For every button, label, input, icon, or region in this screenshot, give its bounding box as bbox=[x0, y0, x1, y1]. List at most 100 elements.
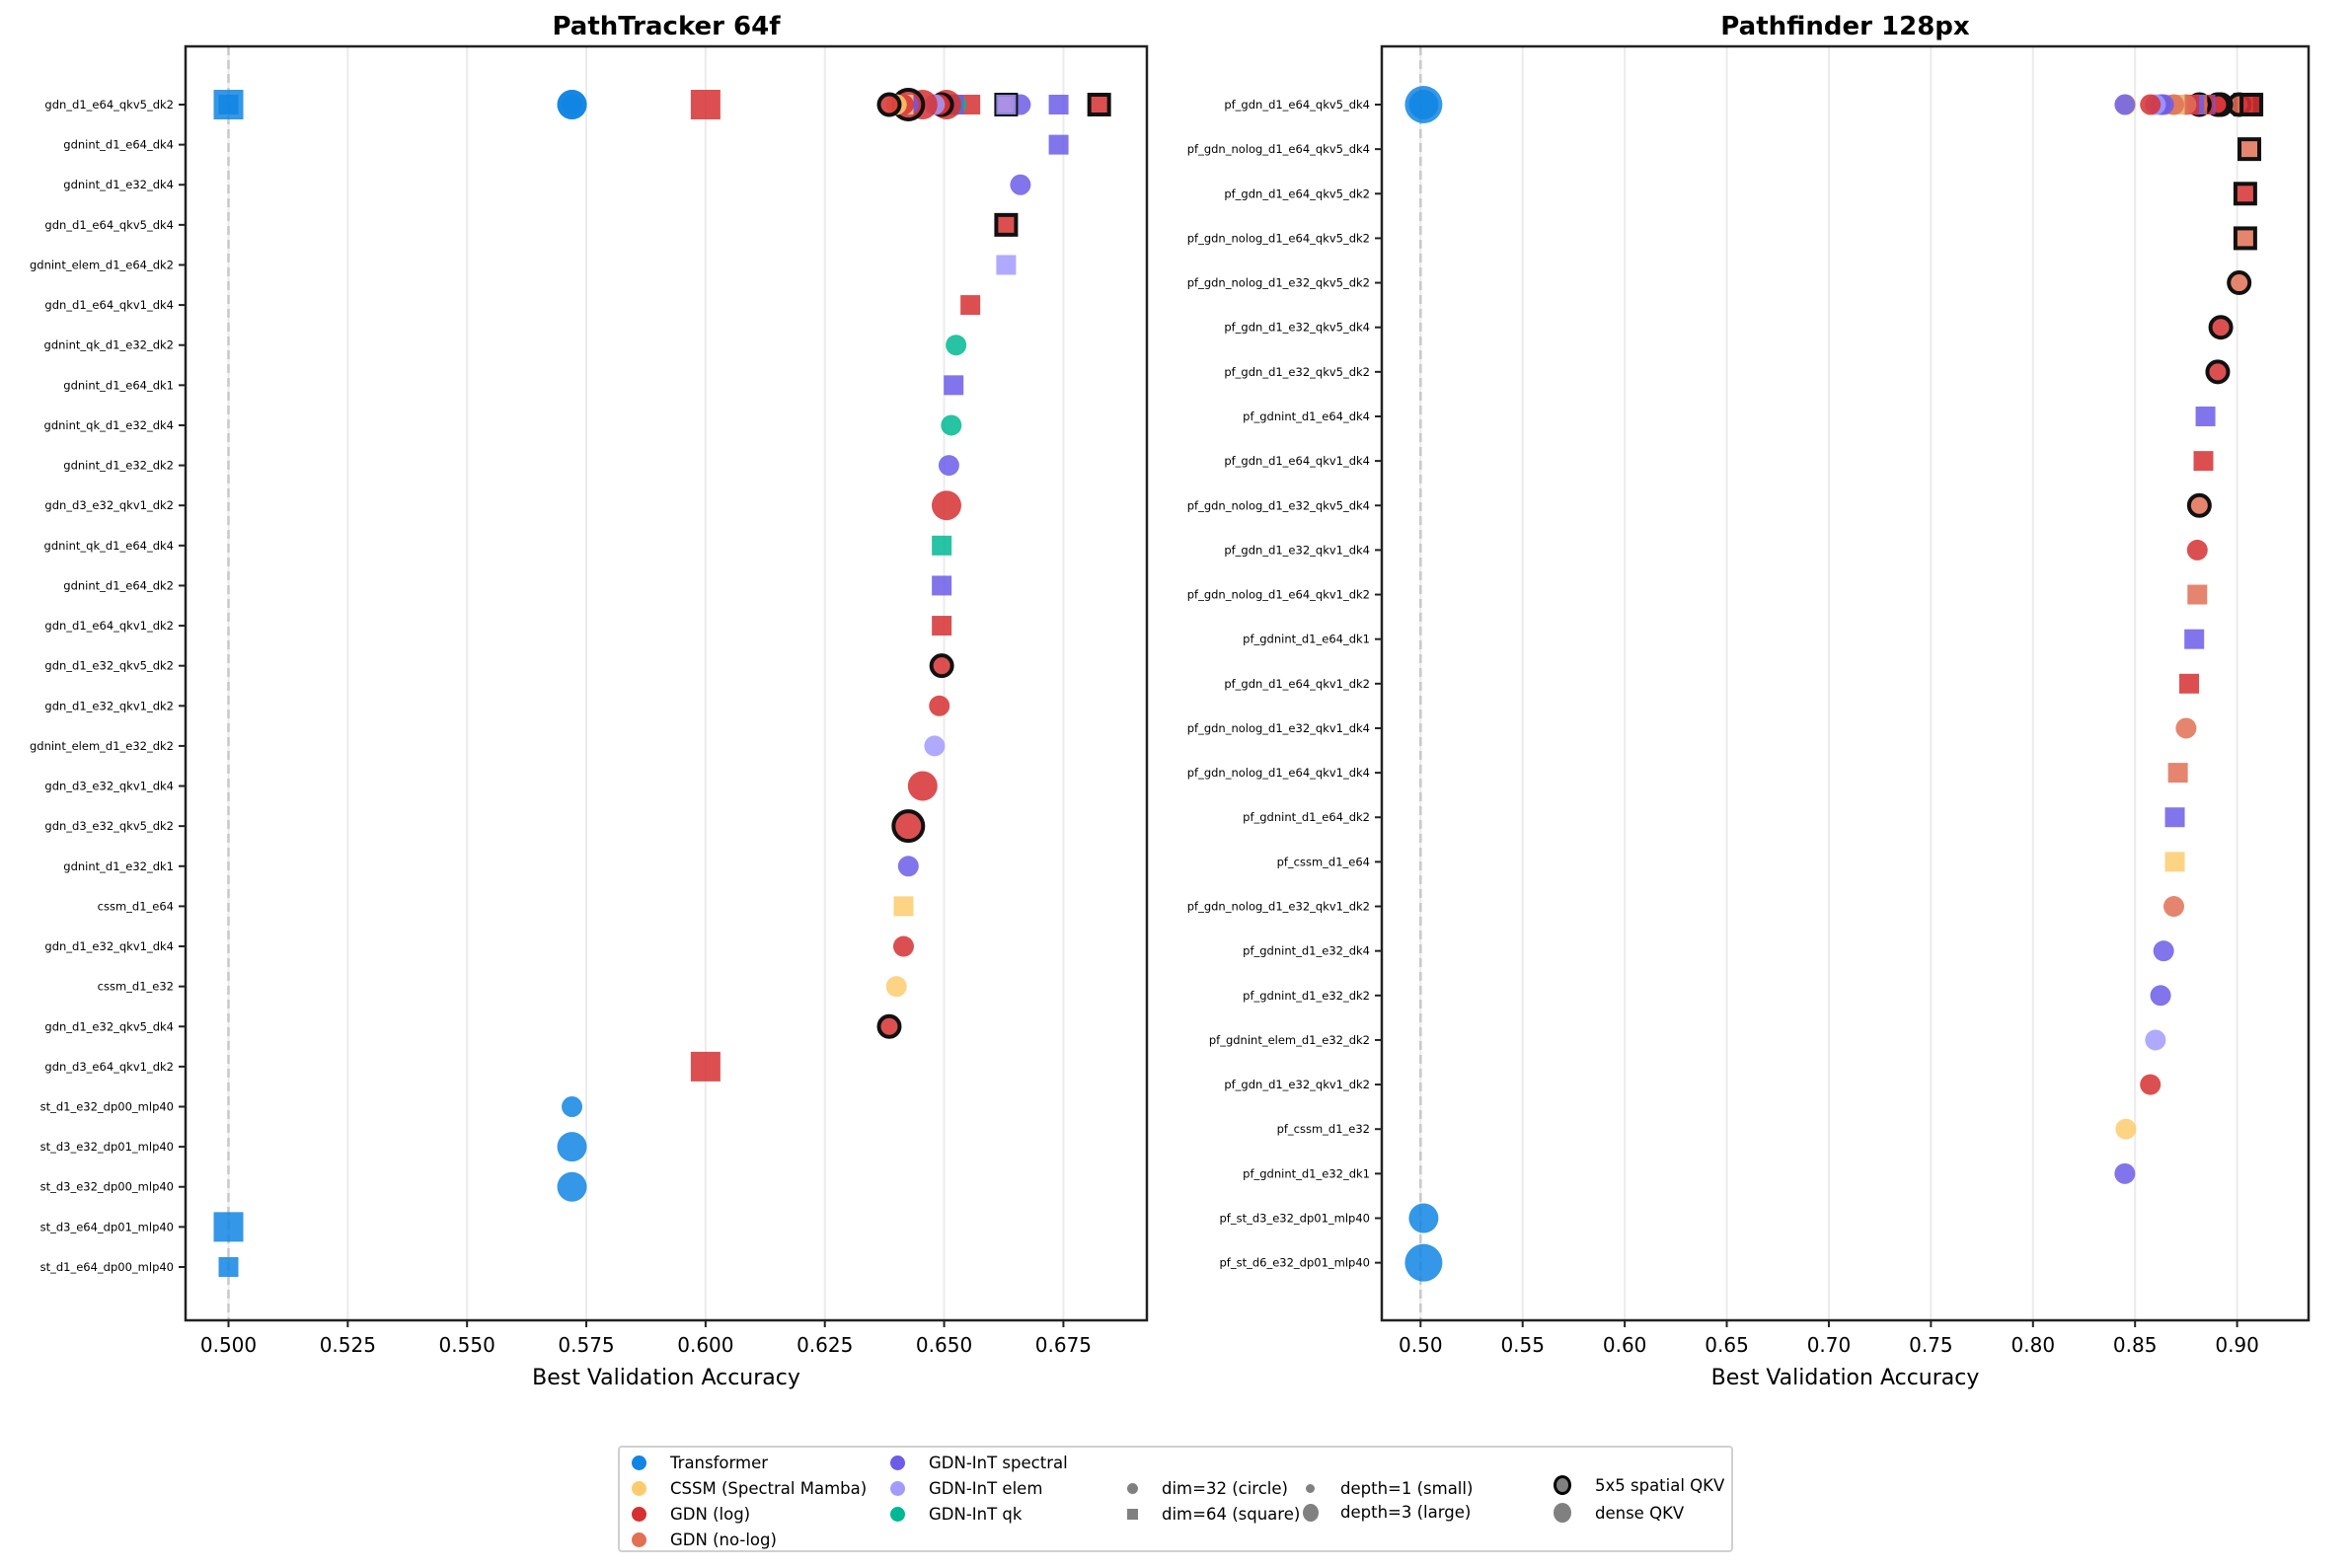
data-point bbox=[1010, 174, 1031, 195]
legend-label: GDN (no-log) bbox=[670, 1531, 777, 1549]
legend-item-cssm: CSSM (Spectral Mamba) bbox=[632, 1479, 867, 1498]
legend-marker-square bbox=[1127, 1509, 1138, 1520]
x-tick-label: 0.60 bbox=[1603, 1333, 1647, 1357]
y-tick-label: gdnint_d1_e32_dk4 bbox=[63, 178, 174, 191]
y-tick-label: gdn_d1_e64_qkv1_dk2 bbox=[44, 619, 174, 633]
y-tick-label: gdn_d1_e32_qkv1_dk2 bbox=[44, 699, 174, 712]
data-point bbox=[2208, 315, 2234, 340]
legend-label: Transformer bbox=[670, 1454, 769, 1472]
overlay-point bbox=[557, 90, 587, 119]
y-tick-label: pf_gdnint_d1_e64_dk2 bbox=[1243, 810, 1370, 824]
x-tick-label: 0.55 bbox=[1500, 1333, 1545, 1357]
y-tick-label: pf_gdnint_d1_e64_dk4 bbox=[1243, 410, 1370, 423]
legend-item-depth1: depth=1 (small) bbox=[1303, 1479, 1473, 1498]
y-tick-label: pf_gdn_d1_e32_qkv1_dk4 bbox=[1224, 543, 1370, 557]
data-point bbox=[893, 896, 914, 917]
y-tick-label: pf_st_d3_e32_dp01_mlp40 bbox=[1220, 1212, 1371, 1226]
legend-marker bbox=[890, 1456, 905, 1470]
data-point bbox=[2195, 406, 2216, 426]
legend-item-dim64: dim=64 (square) bbox=[1125, 1505, 1300, 1524]
data-point bbox=[213, 1212, 244, 1242]
data-point bbox=[897, 856, 919, 877]
x-tick-label: 0.75 bbox=[1909, 1333, 1953, 1357]
y-tick-label: gdn_d3_e64_qkv1_dk2 bbox=[44, 1060, 174, 1074]
data-point bbox=[996, 255, 1017, 275]
axes-frame bbox=[184, 44, 1149, 1322]
data-point bbox=[1408, 1203, 1439, 1233]
overlay-point bbox=[1404, 86, 1443, 123]
legend-marker-plain bbox=[1554, 1503, 1571, 1523]
y-tick-label: gdnint_qk_d1_e32_dk4 bbox=[44, 418, 174, 432]
legend-label: depth=3 (large) bbox=[1340, 1503, 1472, 1522]
y-tick-label: gdn_d3_e32_qkv5_dk2 bbox=[44, 819, 174, 833]
data-point bbox=[938, 455, 959, 477]
data-point bbox=[885, 976, 907, 998]
y-tick-label: pf_gdnint_d1_e32_dk2 bbox=[1243, 989, 1370, 1003]
y-tick-label: pf_gdn_d1_e32_qkv5_dk4 bbox=[1224, 321, 1370, 335]
legend-label: GDN-InT spectral bbox=[929, 1454, 1068, 1472]
data-point bbox=[932, 535, 952, 556]
chart-title: PathTracker 64f bbox=[552, 12, 781, 41]
y-tick-label: gdn_d1_e64_qkv1_dk4 bbox=[44, 298, 174, 312]
legend-marker bbox=[632, 1456, 646, 1470]
legend: Transformer CSSM (Spectral Mamba) GDN (l… bbox=[618, 1446, 1733, 1552]
data-point bbox=[2164, 852, 2185, 872]
data-point bbox=[1048, 134, 1069, 155]
data-point bbox=[2114, 1162, 2136, 1184]
y-tick-label: gdnint_d1_e32_dk1 bbox=[63, 859, 174, 873]
y-tick-label: gdn_d3_e32_qkv1_dk4 bbox=[44, 780, 174, 793]
data-point bbox=[929, 695, 950, 716]
legend-label: dim=32 (circle) bbox=[1162, 1479, 1288, 1498]
pathfinder-panel: Pathfinder 128px pf_gdn_d1_e64_qkv5_dk4pf… bbox=[1187, 12, 2311, 1390]
data-point bbox=[2186, 492, 2212, 518]
y-tick-label: pf_gdn_d1_e64_qkv1_dk2 bbox=[1224, 677, 1370, 691]
y-tick-label: gdnint_d1_e64_dk4 bbox=[63, 138, 174, 152]
x-tick-label: 0.625 bbox=[797, 1333, 853, 1357]
data-point bbox=[2233, 226, 2257, 251]
data-point bbox=[2186, 539, 2208, 560]
data-point bbox=[891, 809, 926, 844]
overlay-point bbox=[2114, 94, 2136, 115]
data-point bbox=[2162, 896, 2184, 918]
y-tick-label: pf_gdnint_d1_e32_dk4 bbox=[1243, 944, 1370, 958]
data-point bbox=[2140, 1074, 2162, 1095]
data-point bbox=[562, 1096, 583, 1117]
x-tick-label: 0.500 bbox=[200, 1333, 257, 1357]
legend-marker-circle bbox=[1127, 1483, 1138, 1494]
y-tick-label: pf_gdn_d1_e32_qkv5_dk2 bbox=[1224, 365, 1370, 379]
legend-marker bbox=[890, 1507, 905, 1522]
data-point bbox=[2184, 629, 2205, 649]
data-point bbox=[1087, 93, 1111, 116]
x-tick-label: 0.675 bbox=[1035, 1333, 1092, 1357]
y-tick-label: pf_gdn_nolog_d1_e32_qkv5_dk4 bbox=[1187, 498, 1370, 512]
y-tick-label: pf_gdn_d1_e64_qkv1_dk4 bbox=[1224, 454, 1370, 468]
data-point bbox=[2179, 673, 2200, 694]
y-tick-label: gdn_d1_e32_qkv5_dk4 bbox=[44, 1019, 174, 1033]
data-point bbox=[941, 414, 962, 436]
x-axis-label: Best Validation Accuracy bbox=[532, 1366, 800, 1390]
y-tick-label: pf_gdn_nolog_d1_e32_qkv1_dk4 bbox=[1187, 721, 1370, 735]
data-point bbox=[2238, 137, 2262, 162]
y-tick-label: st_d1_e64_dp00_mlp40 bbox=[40, 1260, 174, 1274]
y-tick-label: gdnint_d1_e32_dk2 bbox=[63, 459, 174, 473]
y-tick-label: st_d3_e64_dp01_mlp40 bbox=[40, 1220, 174, 1233]
legend-marker bbox=[632, 1507, 646, 1522]
y-tick-label: pf_cssm_d1_e64 bbox=[1277, 855, 1370, 868]
y-tick-label: pf_gdn_nolog_d1_e32_qkv5_dk2 bbox=[1187, 276, 1370, 290]
y-tick-label: gdnint_elem_d1_e32_dk2 bbox=[30, 739, 174, 753]
chart-title: Pathfinder 128px bbox=[1720, 12, 1970, 41]
legend-label: depth=1 (small) bbox=[1340, 1479, 1474, 1498]
legend-label: GDN (log) bbox=[670, 1505, 751, 1524]
legend-label: GDN-InT qk bbox=[929, 1505, 1023, 1524]
y-tick-label: pf_gdnint_d1_e32_dk1 bbox=[1243, 1166, 1370, 1180]
x-tick-label: 0.650 bbox=[916, 1333, 972, 1357]
y-tick-label: pf_gdnint_elem_d1_e32_dk2 bbox=[1209, 1033, 1370, 1047]
data-point bbox=[2153, 940, 2174, 962]
y-tick-label: gdnint_d1_e64_dk1 bbox=[63, 378, 174, 392]
legend-marker bbox=[890, 1481, 905, 1496]
legend-marker-outlined bbox=[1554, 1475, 1571, 1495]
data-point bbox=[932, 575, 952, 596]
data-point bbox=[690, 1051, 721, 1082]
data-point bbox=[892, 935, 914, 957]
x-tick-label: 0.525 bbox=[320, 1333, 376, 1357]
